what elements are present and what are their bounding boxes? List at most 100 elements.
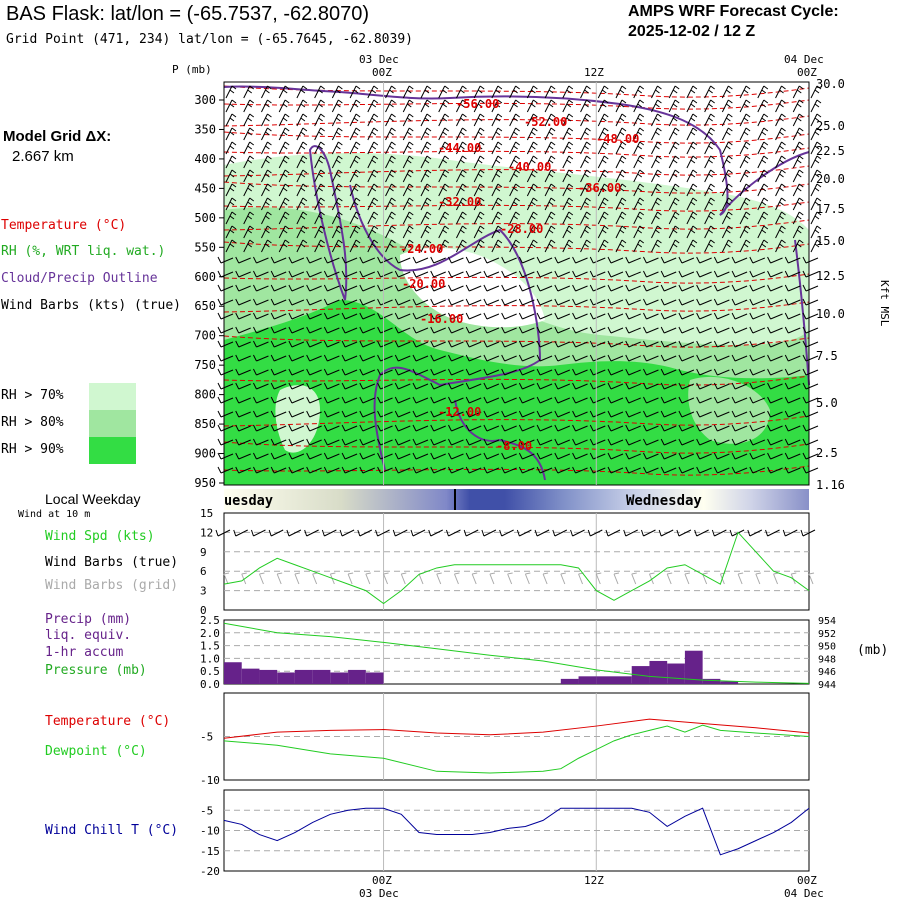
wind-barb: [385, 127, 396, 141]
wind-barb: [243, 239, 255, 253]
wind-barb: [721, 113, 733, 127]
wind-barb: [589, 424, 606, 432]
wind-barb: [643, 424, 659, 432]
precip-bar: [277, 672, 295, 684]
wind-barb: [448, 396, 464, 404]
wind-barb: [651, 211, 662, 225]
wind-barb: [253, 256, 269, 264]
wind-barb: [323, 256, 340, 264]
wind-barb: [660, 340, 677, 348]
wind-barb: [367, 155, 379, 169]
wind-barb: [554, 438, 571, 446]
wind-barb: [767, 354, 783, 362]
wind-barb-grid: [329, 572, 336, 585]
wind-barb: [349, 183, 361, 197]
wind-barb: [331, 197, 343, 211]
wind-barb: [696, 270, 712, 278]
wind-barb: [749, 452, 766, 460]
wind-barb: [278, 155, 290, 169]
wind-barb: [448, 284, 464, 292]
wind-barb: [562, 211, 574, 225]
wind-barb: [792, 197, 804, 211]
wind-barb: [225, 141, 237, 155]
wind-barb: [625, 354, 641, 362]
wind-barb: [448, 340, 464, 348]
wind-barb: [385, 155, 396, 169]
wind-barb: [465, 326, 482, 334]
wind-barb: [483, 466, 500, 474]
wind-speed-line: [223, 531, 810, 605]
wind-barb: [456, 127, 467, 141]
legend-wind-chill: Wind Chill T (°C): [45, 823, 179, 838]
wind-barb: [607, 452, 624, 460]
wind-barb: [491, 85, 503, 99]
wind-barb: [562, 99, 574, 113]
temperature-panel: -5 -10: [200, 692, 810, 787]
wind-barb: [704, 113, 715, 127]
wind-barb: [438, 169, 450, 183]
wind-barb: [448, 256, 464, 264]
wind-barb: [465, 270, 482, 278]
wind-barb: [253, 270, 269, 278]
wind-barb: [385, 183, 396, 197]
wind-barb: [465, 466, 482, 474]
wind-barb: [572, 354, 588, 362]
wind-barb: [225, 183, 237, 197]
wind-barb: [314, 141, 325, 155]
wind-barb: [394, 270, 411, 278]
wind-barb: [235, 368, 251, 376]
wind-barb: [810, 211, 822, 225]
wind-barb: [473, 211, 485, 225]
wind-barb: [270, 326, 287, 334]
wind-barb: [597, 99, 609, 113]
wind-barb: [536, 340, 553, 348]
wind-barb: [217, 256, 234, 264]
wind-barb: [536, 326, 553, 334]
temperature-contour-label: -12.00: [438, 405, 481, 419]
wind-barb: [465, 256, 482, 264]
legend-pressure: Pressure (mb): [45, 663, 147, 678]
wind-barb: [696, 298, 712, 306]
wind-barb: [526, 169, 538, 183]
legend-liq-equiv: liq. equiv.: [45, 628, 132, 643]
wind-barb: [501, 424, 517, 432]
wind-barb: [349, 169, 361, 183]
wind-barb: [554, 410, 571, 418]
wind-barb: [483, 424, 500, 432]
wind-barb: [554, 368, 571, 376]
wind-barb: [544, 239, 556, 253]
model-grid-label: Model Grid ΔX:: [3, 128, 112, 145]
wind-barb: [589, 466, 606, 474]
wind-barb: [243, 211, 255, 225]
wind-barb: [597, 239, 609, 253]
wind-barb: [448, 354, 464, 362]
pressure-tick-label: 600: [194, 270, 216, 284]
wind-barb: [253, 452, 269, 460]
wind-barb: [217, 298, 234, 306]
wind-barb: [792, 211, 804, 225]
wind-barb: [501, 312, 517, 320]
wind-barb: [721, 127, 733, 141]
wind-barb: [394, 354, 411, 362]
wind-barb: [323, 424, 340, 432]
wind-barb: [412, 354, 429, 362]
wind-barb: [341, 438, 358, 446]
precip-bar: [348, 669, 366, 684]
wind-barb: [288, 438, 305, 446]
wind-barb: [501, 326, 517, 334]
wind-barb: [554, 312, 571, 320]
wind-barb: [526, 127, 538, 141]
wind-barb: [412, 326, 429, 334]
pressure-tick-label: 900: [194, 447, 216, 461]
wind-barb: [306, 452, 322, 460]
wind-barb: [217, 368, 234, 376]
wind-barb-grid: [666, 572, 673, 585]
wind-barb: [377, 326, 393, 334]
wind-barb: [270, 284, 287, 292]
wind-barb: [473, 239, 485, 253]
dewpoint-line: [223, 724, 810, 774]
wind-barb: [792, 169, 804, 183]
wind-barb: [402, 85, 414, 99]
wind-barb: [810, 197, 822, 211]
wind-barb: [509, 127, 520, 141]
